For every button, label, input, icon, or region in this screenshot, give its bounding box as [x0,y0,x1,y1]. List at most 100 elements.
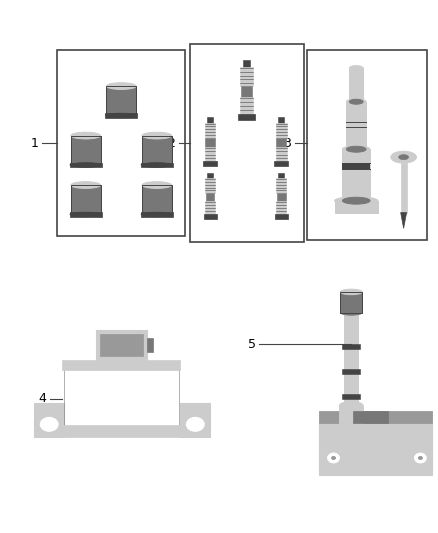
Bar [204,214,217,219]
Ellipse shape [187,417,204,431]
Bar [276,201,286,214]
Bar [62,360,180,437]
Bar [146,185,149,213]
Bar [240,67,253,86]
Ellipse shape [340,310,362,315]
Bar [71,135,101,164]
Bar [132,86,136,114]
Ellipse shape [142,182,172,189]
Bar [142,185,172,213]
Bar [351,292,354,313]
Ellipse shape [399,155,409,159]
Bar [141,212,173,216]
Bar [99,334,143,356]
Ellipse shape [71,210,101,216]
Bar [339,406,363,423]
Ellipse shape [331,456,336,460]
Ellipse shape [142,132,172,139]
Bar [208,173,213,179]
Ellipse shape [346,99,366,104]
Bar [106,86,136,114]
Bar [110,86,114,114]
Bar [354,292,357,313]
Ellipse shape [343,197,370,204]
Bar [146,135,149,164]
Bar [343,394,360,399]
Text: 2: 2 [167,137,175,150]
Bar [343,369,360,374]
Ellipse shape [141,212,173,216]
Bar [121,86,125,114]
Bar [346,102,366,149]
Bar [70,212,102,216]
Bar [276,123,286,139]
Bar [74,135,78,164]
Bar [343,344,360,349]
Bar [307,50,427,240]
Bar [71,135,74,164]
Bar [274,161,288,166]
Ellipse shape [346,146,366,152]
Bar [401,163,406,213]
Bar [95,330,147,360]
Bar [279,173,284,179]
Bar [346,292,349,313]
Bar [114,86,117,114]
Bar [82,185,86,213]
Bar [357,292,360,313]
Ellipse shape [70,212,102,216]
Bar [71,185,74,213]
Bar [153,185,157,213]
Text: 5: 5 [247,338,255,351]
Bar [340,292,362,313]
Bar [276,147,286,161]
Bar [278,117,284,123]
Bar [205,123,215,139]
Bar [277,193,286,201]
Bar [160,185,164,213]
Ellipse shape [414,453,426,463]
Bar [82,135,86,164]
Ellipse shape [339,401,363,409]
Bar [180,402,210,437]
Bar [206,193,215,201]
Polygon shape [319,411,432,423]
Bar [71,185,101,213]
Bar [129,86,132,114]
Text: 3: 3 [283,137,291,150]
Bar [344,304,358,406]
Bar [106,86,110,114]
Text: 4: 4 [39,392,46,405]
Bar [319,423,432,475]
Bar [164,185,168,213]
Bar [157,185,160,213]
Bar [117,86,121,114]
Bar [275,214,288,219]
Bar [343,149,370,201]
Bar [142,135,172,164]
Bar [62,425,180,437]
Bar [168,185,172,213]
Bar [164,135,168,164]
Bar [141,163,173,167]
Bar [157,135,160,164]
Bar [241,86,252,97]
Ellipse shape [350,66,363,70]
Bar [343,163,370,169]
Bar [142,185,172,213]
Ellipse shape [391,151,417,163]
Ellipse shape [343,146,370,152]
Bar [71,135,101,164]
Bar [106,113,137,118]
Bar [205,147,215,161]
Bar [203,161,217,166]
Text: 1: 1 [31,137,38,150]
Bar [64,362,179,435]
Polygon shape [401,213,406,229]
Bar [350,68,363,102]
Ellipse shape [142,160,172,167]
Ellipse shape [70,163,102,167]
Bar [149,185,153,213]
Bar [142,135,172,164]
Bar [243,60,250,67]
